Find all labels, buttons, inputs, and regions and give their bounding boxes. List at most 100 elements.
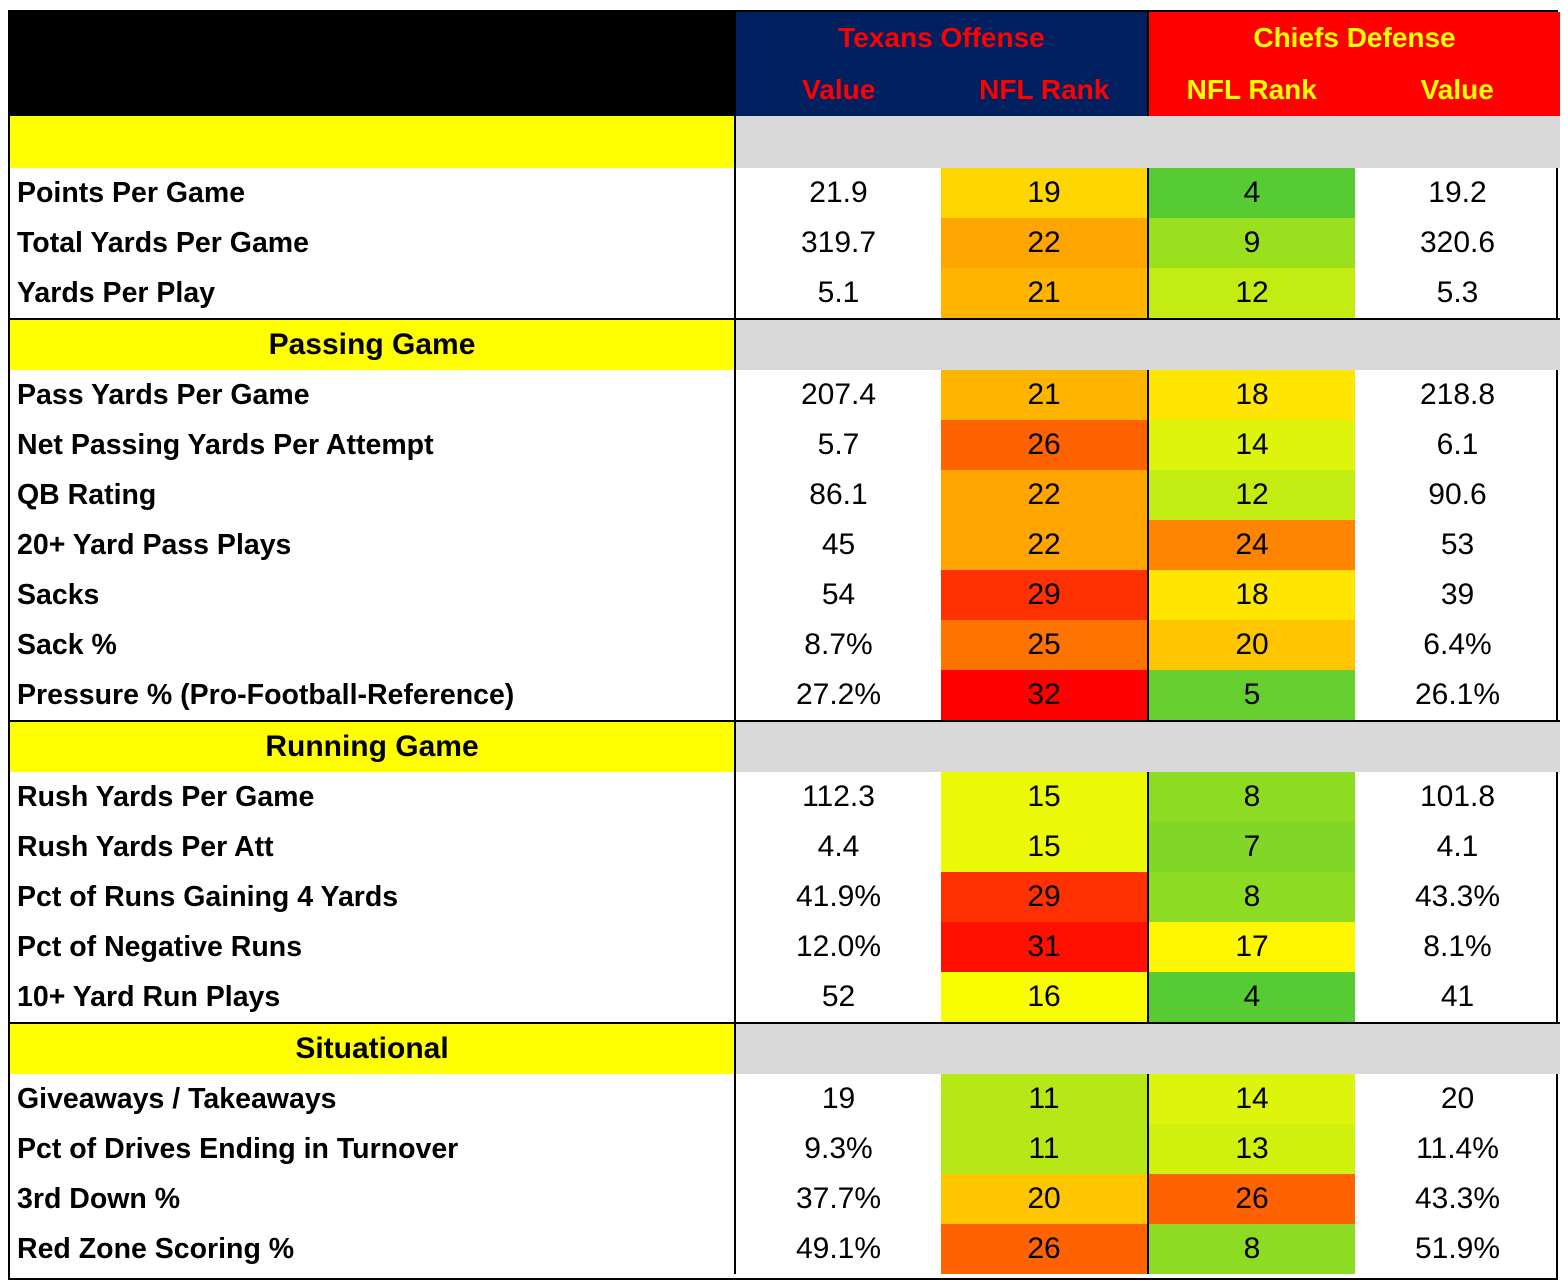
def-rank-cell: 20 bbox=[1149, 620, 1355, 670]
row-label: Net Passing Yards Per Attempt bbox=[10, 420, 736, 470]
column-header-def-value: Value bbox=[1420, 74, 1494, 105]
def-value-cell: 218.8 bbox=[1419, 378, 1496, 411]
off-rank-cell: 16 bbox=[941, 972, 1149, 1022]
section-title: Situational bbox=[10, 1022, 736, 1074]
def-rank-cell: 14 bbox=[1149, 420, 1355, 470]
def-value-cell: 41 bbox=[1440, 980, 1475, 1013]
def-value-cell: 51.9% bbox=[1414, 1232, 1501, 1265]
off-rank-cell: 11 bbox=[941, 1074, 1149, 1124]
off-rank-cell: 21 bbox=[941, 370, 1149, 420]
row-label: Sacks bbox=[10, 570, 736, 620]
def-value-cell: 8.1% bbox=[1423, 930, 1492, 963]
chiefs-defense-title: Chiefs Defense bbox=[1253, 22, 1456, 53]
off-rank-cell: 15 bbox=[941, 822, 1149, 872]
off-value-cell: 5.7 bbox=[817, 428, 860, 461]
off-rank-cell: 31 bbox=[941, 922, 1149, 972]
off-value-cell: 54 bbox=[821, 578, 856, 611]
off-value-cell: 52 bbox=[821, 980, 856, 1013]
def-rank-cell: 26 bbox=[1149, 1174, 1355, 1224]
row-label: 10+ Yard Run Plays bbox=[10, 972, 736, 1022]
def-value-cell: 4.1 bbox=[1436, 830, 1479, 863]
def-value-cell: 101.8 bbox=[1419, 780, 1496, 813]
off-value-cell: 41.9% bbox=[795, 880, 882, 913]
off-value-cell: 45 bbox=[821, 528, 856, 561]
def-value-cell: 39 bbox=[1440, 578, 1475, 611]
row-label: Yards Per Play bbox=[10, 268, 736, 318]
def-rank-cell: 18 bbox=[1149, 370, 1355, 420]
def-value-cell: 90.6 bbox=[1428, 478, 1487, 511]
section-title: Running Game bbox=[10, 720, 736, 772]
row-label: Pct of Runs Gaining 4 Yards bbox=[10, 872, 736, 922]
off-rank-cell: 32 bbox=[941, 670, 1149, 720]
off-value-cell: 49.1% bbox=[795, 1232, 882, 1265]
def-value-cell: 43.3% bbox=[1414, 1182, 1501, 1215]
def-value-cell: 19.2 bbox=[1428, 176, 1487, 209]
def-value-cell: 43.3% bbox=[1414, 880, 1501, 913]
row-label: Pass Yards Per Game bbox=[10, 370, 736, 420]
def-value-cell: 6.4% bbox=[1423, 628, 1492, 661]
section-band bbox=[736, 318, 1560, 370]
off-value-cell: 112.3 bbox=[802, 780, 875, 813]
def-rank-cell: 7 bbox=[1149, 822, 1355, 872]
def-value-cell: 6.1 bbox=[1436, 428, 1479, 461]
def-rank-cell: 4 bbox=[1149, 972, 1355, 1022]
chiefs-defense-header: Chiefs Defense NFL Rank Value bbox=[1149, 12, 1560, 116]
off-value-cell: 19 bbox=[821, 1082, 856, 1115]
def-value-cell: 11.4% bbox=[1416, 1132, 1499, 1165]
comparison-table: Texans Offense Value NFL Rank Chiefs Def… bbox=[8, 10, 1560, 1280]
off-value-cell: 12.0% bbox=[795, 930, 882, 963]
row-label: Points Per Game bbox=[10, 168, 736, 218]
off-rank-cell: 26 bbox=[941, 1224, 1149, 1274]
off-rank-cell: 25 bbox=[941, 620, 1149, 670]
section-band bbox=[736, 1022, 1560, 1074]
column-header-off-value: Value bbox=[802, 74, 876, 105]
texans-offense-header: Texans Offense Value NFL Rank bbox=[736, 12, 1149, 116]
def-rank-cell: 24 bbox=[1149, 520, 1355, 570]
section-title bbox=[10, 116, 736, 168]
def-rank-cell: 5 bbox=[1149, 670, 1355, 720]
off-rank-cell: 22 bbox=[941, 470, 1149, 520]
off-rank-cell: 19 bbox=[941, 168, 1149, 218]
off-rank-cell: 20 bbox=[941, 1174, 1149, 1224]
def-rank-cell: 12 bbox=[1149, 470, 1355, 520]
section-band bbox=[736, 116, 1560, 168]
off-rank-cell: 22 bbox=[941, 218, 1149, 268]
section-band bbox=[736, 720, 1560, 772]
row-label: Pct of Drives Ending in Turnover bbox=[10, 1124, 736, 1174]
def-rank-cell: 8 bbox=[1149, 1224, 1355, 1274]
off-rank-cell: 26 bbox=[941, 420, 1149, 470]
off-value-cell: 8.7% bbox=[804, 628, 873, 661]
off-value-cell: 21.9 bbox=[809, 176, 868, 209]
off-value-cell: 27.2% bbox=[795, 678, 882, 711]
column-header-off-rank: NFL Rank bbox=[979, 74, 1110, 105]
def-value-cell: 20 bbox=[1440, 1082, 1475, 1115]
def-rank-cell: 12 bbox=[1149, 268, 1355, 318]
def-value-cell: 320.6 bbox=[1419, 226, 1496, 259]
column-header-def-rank: NFL Rank bbox=[1186, 74, 1317, 105]
off-rank-cell: 29 bbox=[941, 872, 1149, 922]
row-label: Pressure % (Pro-Football-Reference) bbox=[10, 670, 736, 720]
def-value-cell: 53 bbox=[1440, 528, 1475, 561]
def-rank-cell: 4 bbox=[1149, 168, 1355, 218]
row-label: 3rd Down % bbox=[10, 1174, 736, 1224]
off-rank-cell: 21 bbox=[941, 268, 1149, 318]
def-rank-cell: 9 bbox=[1149, 218, 1355, 268]
row-label: Sack % bbox=[10, 620, 736, 670]
row-label: Rush Yards Per Game bbox=[10, 772, 736, 822]
def-rank-cell: 14 bbox=[1149, 1074, 1355, 1124]
row-label: QB Rating bbox=[10, 470, 736, 520]
def-rank-cell: 17 bbox=[1149, 922, 1355, 972]
off-value-cell: 86.1 bbox=[809, 478, 868, 511]
row-label: Pct of Negative Runs bbox=[10, 922, 736, 972]
def-rank-cell: 8 bbox=[1149, 772, 1355, 822]
off-value-cell: 207.4 bbox=[800, 378, 877, 411]
def-rank-cell: 18 bbox=[1149, 570, 1355, 620]
off-rank-cell: 15 bbox=[941, 772, 1149, 822]
row-label: Total Yards Per Game bbox=[10, 218, 736, 268]
off-value-cell: 5.1 bbox=[817, 276, 860, 309]
row-label: 20+ Yard Pass Plays bbox=[10, 520, 736, 570]
off-rank-cell: 22 bbox=[941, 520, 1149, 570]
off-rank-cell: 11 bbox=[941, 1124, 1149, 1174]
def-value-cell: 5.3 bbox=[1436, 276, 1479, 309]
row-label: Red Zone Scoring % bbox=[10, 1224, 736, 1274]
